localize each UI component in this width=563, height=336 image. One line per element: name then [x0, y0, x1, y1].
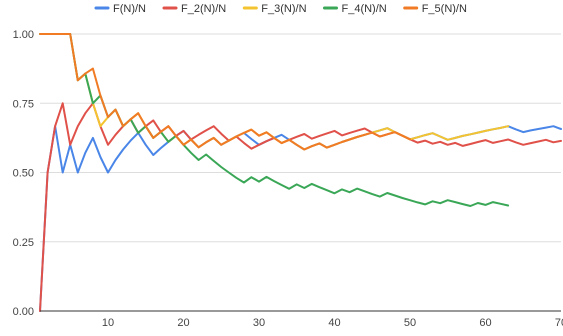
legend-label: F_3(N)/N	[261, 3, 306, 15]
series-line-4	[39, 33, 510, 207]
y-tick-label: 0.50	[13, 168, 34, 180]
y-tick-label: 1.00	[13, 29, 34, 41]
legend-item: F_5(N)/N	[403, 3, 467, 15]
series-lines	[39, 33, 562, 312]
legend-label: F(N)/N	[113, 3, 146, 15]
series-line-2	[39, 102, 562, 312]
y-tick-label: 0.75	[13, 98, 34, 110]
legend-item: F_3(N)/N	[242, 3, 307, 15]
y-axis-ticks: 0.00 0.25 0.50 0.75 1.00	[13, 29, 34, 318]
y-tick-label: 0.25	[13, 237, 34, 249]
legend-item: F_2(N)/N	[162, 3, 226, 15]
legend: F(N)/N F_2(N)/N F_3(N)/N F_4(N)/N F_5(N)/N	[94, 3, 467, 15]
x-axis-ticks: 10 20 30 40 50 60 70	[102, 317, 563, 329]
legend-item: F_4(N)/N	[323, 3, 387, 15]
x-tick-label: 30	[253, 317, 265, 329]
y-tick-label: 0.00	[13, 306, 34, 318]
series-line-1	[39, 125, 562, 312]
x-tick-label: 40	[328, 317, 340, 329]
x-tick-label: 10	[102, 317, 114, 329]
grid-lines	[40, 33, 561, 243]
series-line-3	[39, 33, 510, 151]
x-tick-label: 20	[177, 317, 189, 329]
x-tick-label: 50	[404, 317, 416, 329]
legend-label: F_4(N)/N	[342, 3, 387, 15]
legend-item: F(N)/N	[94, 3, 146, 15]
x-tick-label: 60	[479, 317, 491, 329]
x-tick-label: 70	[555, 317, 563, 329]
legend-label: F_2(N)/N	[181, 3, 226, 15]
series-line-5	[39, 33, 411, 151]
legend-label: F_5(N)/N	[422, 3, 467, 15]
